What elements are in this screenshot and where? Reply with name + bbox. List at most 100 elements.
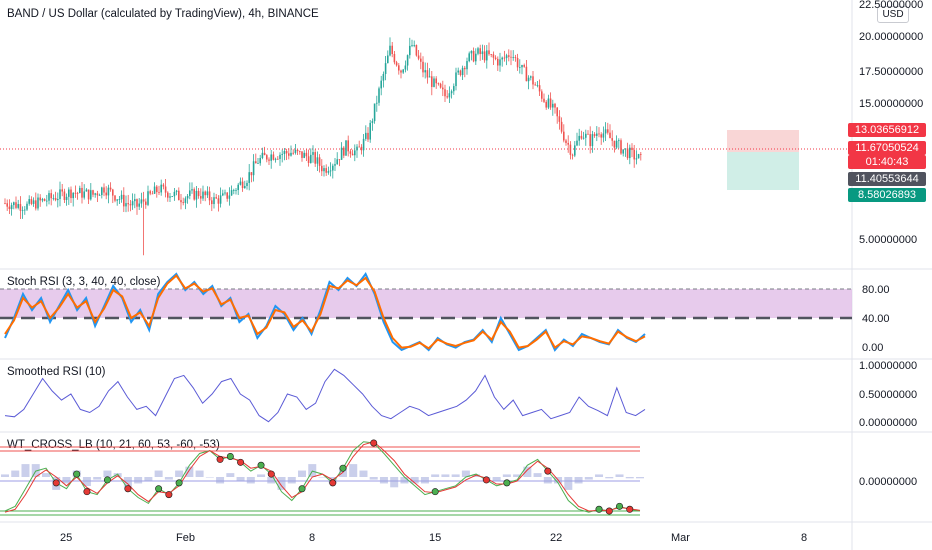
candle-body[interactable]: [343, 147, 345, 156]
candle-body[interactable]: [72, 192, 74, 199]
candle-body[interactable]: [202, 191, 204, 199]
candle-body[interactable]: [189, 190, 191, 196]
candle-body[interactable]: [426, 70, 429, 78]
stop-price-tag[interactable]: 13.03656912: [848, 123, 926, 137]
candle-body[interactable]: [532, 76, 534, 85]
candle-body[interactable]: [186, 195, 189, 199]
candle-body[interactable]: [556, 107, 558, 117]
stoch-d-line[interactable]: [4, 274, 646, 350]
candle-body[interactable]: [558, 116, 561, 122]
candle-body[interactable]: [250, 172, 253, 176]
candle-body[interactable]: [640, 154, 642, 155]
candle-body[interactable]: [83, 191, 85, 198]
candle-body[interactable]: [576, 140, 578, 146]
candle-body[interactable]: [444, 89, 446, 97]
candle-body[interactable]: [338, 159, 341, 161]
candle-body[interactable]: [61, 189, 63, 192]
candle-body[interactable]: [512, 57, 514, 58]
candle-body[interactable]: [48, 193, 50, 201]
candle-body[interactable]: [633, 149, 635, 160]
candle-body[interactable]: [39, 197, 41, 201]
candle-body[interactable]: [580, 135, 583, 139]
candle-body[interactable]: [362, 138, 365, 151]
candle-body[interactable]: [549, 98, 552, 108]
currency-button[interactable]: USD: [877, 6, 909, 23]
candle-body[interactable]: [497, 58, 499, 66]
candle-body[interactable]: [325, 168, 327, 173]
wt-cross-title[interactable]: WT_CROSS_LB (10, 21, 60, 53, -60, -53): [7, 439, 220, 451]
candle-body[interactable]: [525, 66, 528, 82]
candle-body[interactable]: [486, 50, 488, 61]
candle-body[interactable]: [160, 184, 162, 193]
candle-body[interactable]: [41, 199, 44, 201]
candle-body[interactable]: [211, 200, 213, 205]
candle-body[interactable]: [624, 148, 627, 150]
candle-body[interactable]: [32, 200, 35, 204]
candles-group[interactable]: [4, 37, 642, 256]
candle-body[interactable]: [321, 165, 323, 172]
candle-body[interactable]: [536, 85, 539, 86]
candle-body[interactable]: [76, 192, 79, 194]
candle-body[interactable]: [200, 196, 202, 199]
candle-body[interactable]: [127, 203, 129, 205]
candle-body[interactable]: [521, 65, 523, 68]
candle-body[interactable]: [494, 57, 497, 59]
candle-body[interactable]: [283, 150, 286, 154]
candle-body[interactable]: [585, 133, 587, 138]
candle-body[interactable]: [233, 190, 235, 191]
candle-body[interactable]: [479, 48, 481, 55]
candle-body[interactable]: [248, 172, 250, 183]
candle-body[interactable]: [259, 158, 261, 164]
candle-body[interactable]: [538, 85, 541, 92]
candle-body[interactable]: [90, 190, 92, 200]
candle-body[interactable]: [541, 91, 543, 99]
candle-body[interactable]: [156, 186, 158, 193]
candle-body[interactable]: [10, 205, 13, 210]
candle-body[interactable]: [215, 197, 217, 199]
candle-body[interactable]: [191, 189, 193, 191]
candle-body[interactable]: [442, 87, 444, 90]
candle-body[interactable]: [402, 69, 404, 73]
candle-body[interactable]: [464, 67, 466, 70]
candle-body[interactable]: [470, 50, 473, 54]
candle-body[interactable]: [65, 196, 68, 200]
candle-body[interactable]: [13, 202, 15, 206]
candle-body[interactable]: [310, 154, 312, 163]
candle-body[interactable]: [593, 134, 596, 136]
candle-body[interactable]: [503, 57, 506, 59]
candle-body[interactable]: [116, 199, 118, 201]
candle-body[interactable]: [149, 191, 151, 194]
candle-body[interactable]: [54, 198, 57, 201]
candle-body[interactable]: [184, 198, 187, 203]
candle-body[interactable]: [101, 187, 103, 196]
candle-body[interactable]: [395, 62, 398, 66]
candle-body[interactable]: [224, 192, 226, 194]
candle-body[interactable]: [510, 56, 512, 58]
candle-body[interactable]: [327, 171, 330, 173]
candle-body[interactable]: [378, 88, 380, 103]
candle-body[interactable]: [244, 186, 246, 189]
candle-body[interactable]: [431, 76, 433, 87]
candle-body[interactable]: [290, 152, 292, 156]
candle-body[interactable]: [208, 191, 211, 201]
candle-body[interactable]: [424, 70, 426, 73]
candle-body[interactable]: [393, 53, 396, 63]
candle-body[interactable]: [266, 155, 268, 160]
candle-body[interactable]: [631, 147, 633, 150]
candle-body[interactable]: [574, 145, 576, 156]
candle-body[interactable]: [239, 181, 242, 185]
candle-body[interactable]: [369, 122, 371, 140]
candle-body[interactable]: [354, 150, 356, 156]
candle-body[interactable]: [629, 147, 631, 159]
last-price-tag[interactable]: 11.67050524: [848, 141, 926, 155]
candle-body[interactable]: [360, 146, 363, 151]
candle-body[interactable]: [255, 161, 257, 164]
candle-body[interactable]: [105, 192, 107, 196]
candle-body[interactable]: [193, 189, 195, 200]
candle-body[interactable]: [530, 76, 532, 78]
candle-body[interactable]: [420, 58, 422, 62]
candle-body[interactable]: [435, 78, 437, 84]
candle-body[interactable]: [246, 182, 248, 187]
candle-body[interactable]: [237, 184, 239, 191]
candle-body[interactable]: [501, 57, 503, 60]
